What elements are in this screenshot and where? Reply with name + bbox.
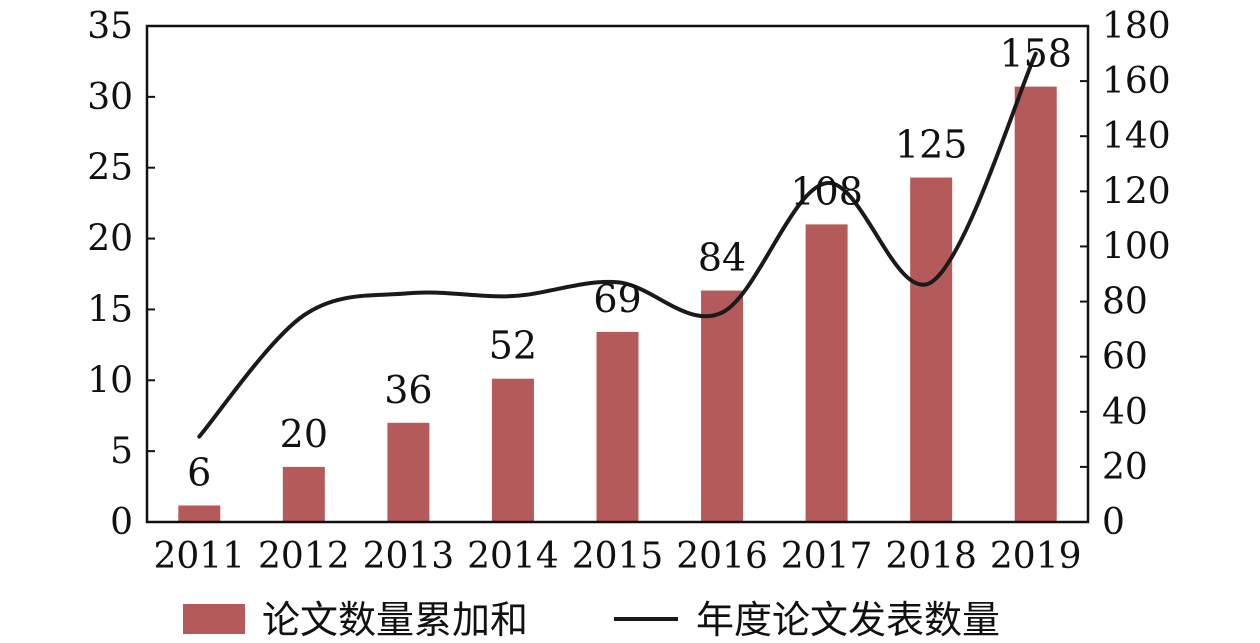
x-tick-label: 2012 xyxy=(258,536,350,577)
left-tick-label: 0 xyxy=(110,502,133,543)
data-label-2017: 108 xyxy=(790,169,863,213)
plot-frame xyxy=(145,24,1090,524)
data-label-2012: 20 xyxy=(280,412,328,456)
right-tick-label: 180 xyxy=(1102,6,1171,47)
annual-publications-line xyxy=(197,51,1038,439)
data-label-2016: 84 xyxy=(698,236,746,280)
left-tick-label: 10 xyxy=(87,360,133,401)
right-tick-label: 60 xyxy=(1102,337,1148,378)
x-tick-label: 2019 xyxy=(990,536,1082,577)
data-label-2014: 52 xyxy=(489,324,537,368)
right-y-axis: 0 20 40 60 80 100 120 140 160 180 xyxy=(1080,6,1171,543)
x-tick-label: 2018 xyxy=(885,536,977,577)
left-tick-label: 20 xyxy=(87,219,133,260)
x-tick-label: 2011 xyxy=(153,536,245,577)
bar-2014 xyxy=(491,378,534,522)
left-tick-label: 15 xyxy=(87,289,133,330)
right-tick-label: 100 xyxy=(1102,226,1171,267)
right-tick-label: 120 xyxy=(1102,171,1171,212)
left-tick-label: 25 xyxy=(87,148,133,189)
left-y-axis: 0 5 10 15 20 25 30 35 xyxy=(87,6,155,543)
bar-2012 xyxy=(282,466,325,522)
bar-2015 xyxy=(596,331,639,522)
data-label-2011: 6 xyxy=(187,450,211,494)
x-tick-label: 2013 xyxy=(363,536,455,577)
legend: 论文数量累加和 年度论文发表数量 xyxy=(183,598,1000,642)
left-tick-label: 35 xyxy=(87,6,133,47)
x-tick-label: 2015 xyxy=(572,536,664,577)
data-label-2013: 36 xyxy=(384,368,432,412)
right-tick-label: 80 xyxy=(1102,282,1148,323)
data-labels-layer: 6 20 36 52 69 84 108 125 158 xyxy=(187,32,1072,495)
data-label-2019: 158 xyxy=(999,32,1072,76)
right-tick-label: 140 xyxy=(1102,116,1171,157)
right-tick-label: 0 xyxy=(1102,502,1125,543)
left-tick-label: 5 xyxy=(110,431,133,472)
left-tick-label: 30 xyxy=(87,77,133,118)
x-tick-label: 2017 xyxy=(781,536,873,577)
data-label-2015: 69 xyxy=(593,277,641,321)
right-tick-label: 160 xyxy=(1102,61,1171,102)
legend-line-label: 年度论文发表数量 xyxy=(696,598,1000,642)
bar-2019 xyxy=(1014,86,1057,522)
legend-bar-label: 论文数量累加和 xyxy=(262,598,528,642)
line-layer xyxy=(197,51,1038,439)
legend-bar-swatch xyxy=(183,604,245,634)
bar-2011 xyxy=(178,505,221,522)
bar-2013 xyxy=(387,422,430,522)
bar-2017 xyxy=(805,224,848,522)
x-tick-label: 2016 xyxy=(676,536,768,577)
bar-2016 xyxy=(701,290,744,522)
bar-2018 xyxy=(910,177,953,523)
right-tick-label: 40 xyxy=(1102,392,1148,433)
x-tick-label: 2014 xyxy=(467,536,559,577)
x-axis: 2011 2012 2013 2014 2015 2016 2017 2018 2019 xyxy=(153,536,1081,577)
right-tick-label: 20 xyxy=(1102,447,1148,488)
data-label-2018: 125 xyxy=(895,123,968,167)
bars-layer xyxy=(178,86,1057,523)
